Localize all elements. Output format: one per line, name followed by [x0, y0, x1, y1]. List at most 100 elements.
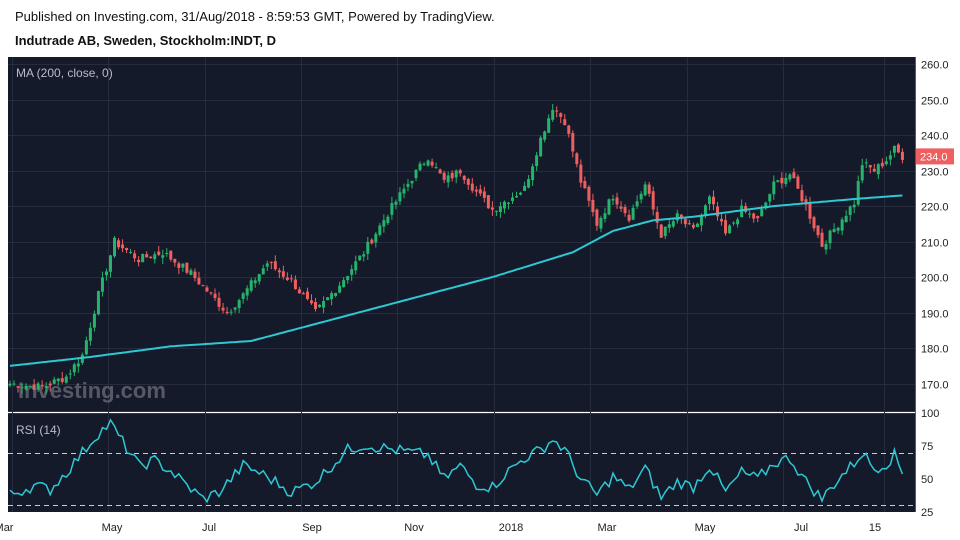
ma-indicator-label: MA (200, close, 0)	[16, 66, 113, 80]
candle-body	[197, 277, 201, 285]
candle-body	[579, 164, 583, 183]
candle-body	[342, 280, 346, 288]
candle-body	[820, 232, 824, 247]
candle-body	[712, 196, 715, 205]
candle-body	[788, 174, 792, 180]
candle-body	[422, 163, 426, 165]
candle-body	[161, 255, 165, 258]
ma-line	[9, 194, 903, 367]
candle-body	[40, 385, 44, 387]
rsi-indicator-label: RSI (14)	[16, 423, 61, 437]
candle-body	[52, 379, 56, 384]
candle-body	[273, 261, 277, 270]
candle-body	[402, 188, 406, 194]
x-tick-label: Jul	[794, 522, 808, 534]
candle-body	[732, 222, 736, 224]
candle-body	[892, 145, 896, 153]
candle-body	[527, 179, 531, 188]
candle-body	[104, 271, 108, 276]
candle-body	[76, 363, 80, 367]
x-tick-label: May	[102, 522, 123, 534]
candle-body	[792, 172, 796, 178]
candle-body	[784, 177, 788, 184]
candle-body	[599, 217, 603, 229]
candle-body	[675, 213, 679, 221]
candle-body	[185, 262, 189, 273]
candle-body	[330, 293, 334, 300]
candle-body	[872, 168, 876, 172]
candle-body	[281, 271, 285, 277]
candle-body	[72, 364, 76, 373]
candle-body	[370, 239, 374, 244]
candle-body	[482, 191, 486, 198]
candle-body	[583, 180, 587, 189]
candle-body	[233, 307, 237, 310]
candle-body	[257, 274, 261, 282]
candle-body	[229, 311, 233, 313]
y-tick-label: 180.0	[921, 344, 949, 356]
candle-body	[322, 301, 326, 308]
candle-body	[836, 227, 840, 231]
candle-body	[458, 170, 462, 174]
candle-body	[888, 155, 892, 160]
candle-body	[318, 304, 322, 308]
last-price-tag	[916, 148, 954, 165]
candle-body	[506, 202, 510, 204]
candle-body	[615, 197, 619, 205]
candle-body	[494, 210, 498, 212]
candle-body	[165, 252, 169, 254]
candle-body	[531, 166, 535, 181]
candle-body	[374, 233, 378, 243]
candle-body	[406, 183, 410, 187]
candle-body	[382, 220, 386, 227]
candle-body	[310, 300, 313, 304]
rsi-tick-label: 100	[921, 408, 939, 420]
y-tick-label: 190.0	[921, 309, 949, 321]
x-tick-label: Sep	[302, 522, 322, 534]
candle-body	[16, 386, 20, 388]
y-tick-label: 240.0	[921, 131, 949, 143]
candle-body	[736, 219, 740, 225]
candle-body	[619, 206, 623, 209]
candle-body	[824, 243, 828, 250]
candle-body	[426, 160, 430, 166]
candle-body	[474, 189, 478, 192]
candle-body	[366, 241, 370, 254]
candle-body	[44, 386, 48, 388]
candle-body	[848, 206, 852, 215]
candle-body	[780, 177, 784, 184]
candle-body	[595, 209, 599, 226]
candle-body	[695, 223, 699, 227]
candle-body	[92, 313, 96, 328]
candle-body	[575, 153, 579, 165]
price-pane	[8, 57, 915, 412]
last-price-label: 234.0	[920, 151, 948, 163]
candle-body	[314, 302, 318, 309]
candle-body	[205, 287, 209, 292]
candle-body	[84, 340, 88, 355]
candle-body	[876, 164, 880, 175]
x-tick-label: 2018	[499, 522, 523, 534]
candle-body	[28, 385, 32, 387]
candle-body	[551, 110, 555, 120]
candle-body	[442, 172, 446, 180]
candle-body	[88, 327, 92, 341]
candle-body	[8, 383, 12, 386]
candle-body	[241, 293, 245, 299]
candle-body	[683, 218, 687, 225]
candle-body	[555, 110, 559, 112]
candle-body	[193, 271, 197, 279]
candle-body	[446, 175, 450, 183]
candle-body	[667, 224, 671, 228]
candle-body	[117, 240, 121, 248]
candle-body	[245, 288, 249, 296]
candle-body	[96, 291, 100, 315]
candle-body	[607, 199, 611, 215]
y-tick-label: 170.0	[921, 380, 949, 392]
candle-body	[149, 256, 153, 259]
candle-body	[707, 196, 711, 204]
candle-body	[900, 151, 904, 160]
candle-body	[699, 214, 703, 226]
candle-body	[213, 293, 217, 298]
